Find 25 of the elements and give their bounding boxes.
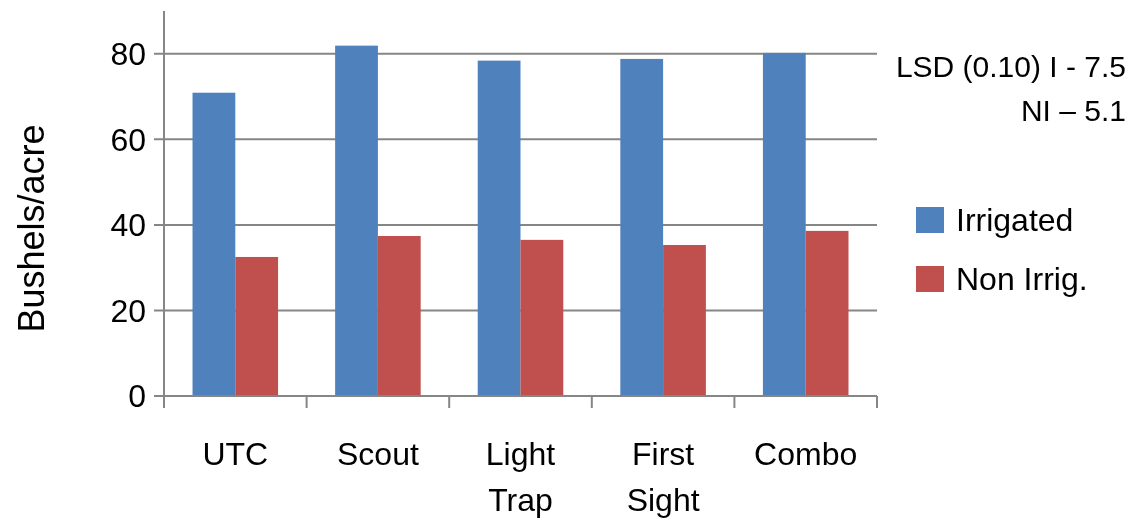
bar <box>762 52 806 396</box>
legend-label: Irrigated <box>956 202 1074 239</box>
y-tick-label: 60 <box>110 121 146 158</box>
legend-label: Non Irrig. <box>956 261 1088 298</box>
y-tick-label: 40 <box>110 207 146 244</box>
text: NI – 5.1 <box>1020 94 1126 127</box>
bar <box>520 239 564 396</box>
bar <box>192 92 236 396</box>
bar <box>335 45 378 396</box>
bar <box>377 236 421 396</box>
bar <box>235 256 279 396</box>
bar <box>477 60 521 396</box>
x-tick-label: Scout <box>336 436 419 472</box>
bar <box>805 230 849 396</box>
y-axis-title: Bushels/acre <box>11 124 52 333</box>
y-tick-label: 0 <box>128 378 146 415</box>
y-tick-label: 20 <box>110 292 146 329</box>
bar <box>620 58 664 396</box>
text: LSD (0.10) I - 7.5 <box>895 50 1126 83</box>
x-tick-label: Combo <box>754 436 858 472</box>
bar <box>663 244 706 396</box>
x-tick-label: UTC <box>202 436 269 472</box>
y-tick-label: 80 <box>110 35 146 72</box>
x-tick-label: First Sight <box>626 436 700 518</box>
x-tick-label: Light Trap <box>485 436 556 518</box>
